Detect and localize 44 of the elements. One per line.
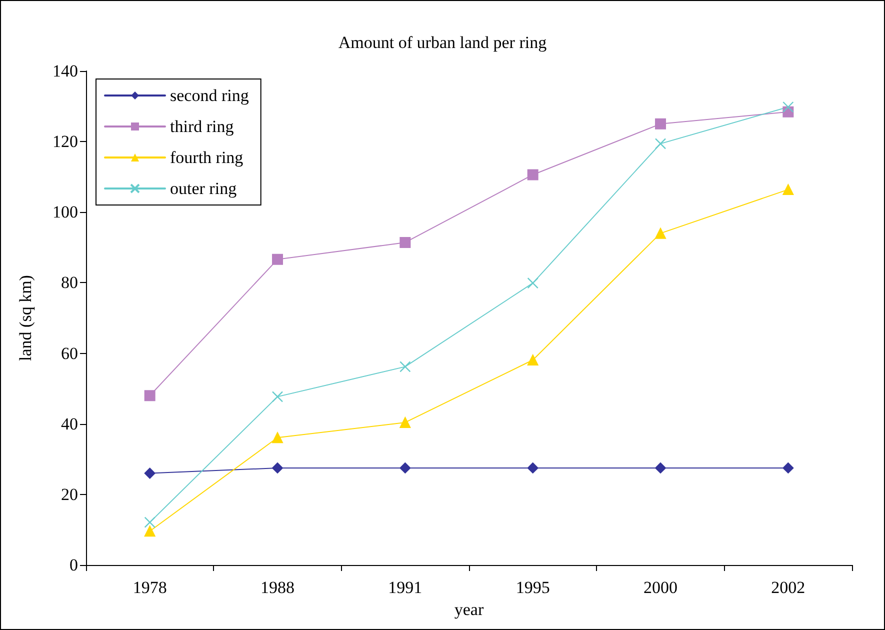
legend-label: outer ring	[170, 179, 238, 198]
point	[655, 118, 666, 130]
point	[654, 138, 666, 150]
point	[400, 462, 411, 474]
x-axis-title: year	[454, 600, 484, 619]
point	[144, 516, 156, 528]
point	[144, 390, 156, 402]
point	[782, 462, 794, 474]
x-tick-label: 1978	[132, 578, 167, 597]
x-tick-label: 1991	[388, 578, 422, 597]
y-tick-label: 20	[61, 484, 78, 504]
y-tick-label: 60	[61, 344, 78, 363]
point	[272, 391, 284, 402]
point	[272, 254, 283, 265]
legend-label: second ring	[170, 86, 250, 105]
point	[400, 236, 411, 248]
legend-label: third ring	[170, 117, 234, 136]
point	[655, 462, 666, 474]
y-axis-title: land (sq km)	[16, 275, 35, 361]
y-tick-label: 40	[61, 414, 78, 434]
point	[272, 432, 283, 444]
y-tick-label: 0	[70, 556, 78, 574]
y-tick-label: 100	[52, 202, 78, 222]
point	[144, 468, 156, 479]
point	[782, 101, 794, 113]
point	[400, 416, 411, 428]
point	[400, 361, 411, 372]
point	[144, 526, 156, 537]
point	[527, 277, 538, 289]
point	[527, 462, 538, 474]
y-tick-label: 120	[52, 132, 78, 152]
point	[782, 184, 794, 196]
x-tick-label: 1988	[260, 578, 294, 597]
y-tick-label: 80	[61, 273, 78, 292]
point	[272, 462, 283, 474]
point	[527, 169, 538, 180]
y-tick-label: 140	[52, 62, 78, 80]
chart-title: Amount of urban land per ring	[338, 33, 548, 52]
x-tick-label: 2000	[644, 578, 678, 597]
point	[527, 354, 538, 366]
x-tick-label: 2002	[771, 578, 806, 597]
point	[655, 228, 666, 239]
legend-label: fourth ring	[170, 148, 244, 167]
x-tick-label: 1995	[516, 578, 550, 597]
